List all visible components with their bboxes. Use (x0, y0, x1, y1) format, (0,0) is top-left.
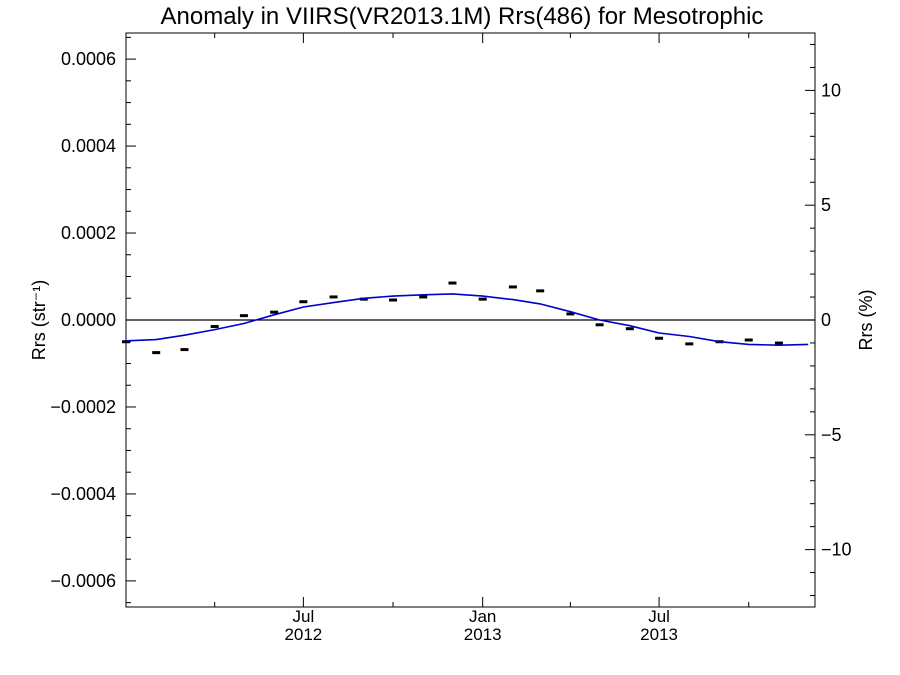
monthly-anomaly-marker (536, 289, 545, 293)
monthly-anomaly-marker (122, 340, 130, 344)
right-tick-label: 0 (821, 310, 831, 330)
left-tick-label: −0.0006 (50, 571, 116, 591)
right-tick-label: −5 (821, 425, 842, 445)
x-tick-month-label: Jul (648, 607, 670, 626)
left-tick-label: −0.0002 (50, 397, 116, 417)
monthly-anomaly-marker (270, 310, 279, 314)
right-tick-label: −10 (821, 540, 852, 560)
y-axis-right-label: Rrs (%) (856, 290, 876, 351)
monthly-anomaly-marker (655, 336, 664, 340)
monthly-anomaly-marker (389, 298, 398, 302)
monthly-anomaly-marker (774, 341, 783, 345)
plot-series (122, 281, 809, 355)
right-tick-label: 5 (821, 195, 831, 215)
monthly-anomaly-marker (744, 338, 753, 342)
x-tick-year-label: 2012 (284, 625, 322, 644)
monthly-anomaly-marker (478, 297, 487, 301)
chart-title: Anomaly in VIIRS(VR2013.1M) Rrs(486) for… (161, 3, 764, 30)
left-axis-ticks: 0.0006 0.0004 0.0002 0.0000 −0.0002 −0.0004 −0… (50, 36, 136, 604)
monthly-anomaly-marker (448, 281, 457, 285)
monthly-anomaly-marker (625, 327, 634, 331)
monthly-anomaly-marker (566, 312, 575, 316)
monthly-anomaly-marker (595, 323, 604, 327)
x-tick-month-label: Jul (292, 607, 314, 626)
left-tick-label: −0.0004 (50, 484, 116, 504)
y-axis-left-label: Rrs (str⁻¹) (29, 280, 49, 360)
right-tick-label: 10 (821, 80, 841, 100)
left-tick-label: 0.0002 (61, 223, 116, 243)
left-tick-label: 0.0004 (61, 136, 116, 156)
monthly-anomaly-marker (359, 297, 368, 301)
axes (125, 32, 816, 608)
monthly-anomaly-marker (685, 342, 694, 346)
monthly-anomaly-marker (210, 325, 219, 329)
left-tick-label: 0.0006 (61, 49, 116, 69)
x-tick-month-label: Jan (469, 607, 496, 626)
left-tick-label: 0.0000 (61, 310, 116, 330)
monthly-anomaly-marker (180, 348, 189, 352)
monthly-anomaly-marker (508, 285, 517, 289)
x-tick-year-label: 2013 (464, 625, 502, 644)
x-tick-year-label: 2013 (640, 625, 678, 644)
monthly-anomaly-marker (299, 300, 308, 304)
monthly-anomaly-marker (419, 295, 428, 299)
right-axis-ticks: 10 5 0 −5 −10 (805, 43, 852, 597)
smoothed-anomaly-line (125, 293, 809, 347)
monthly-anomaly-marker (152, 351, 161, 355)
monthly-anomaly-marker (239, 314, 248, 318)
monthly-anomaly-marker (329, 295, 338, 299)
